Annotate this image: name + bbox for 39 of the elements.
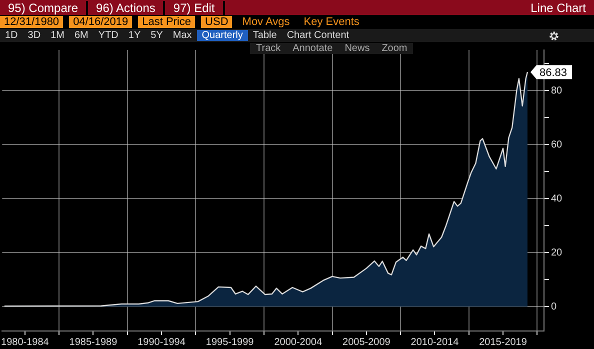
annotation: Track [255,43,282,54]
text: 97) Edit [165,0,225,14]
text: 3D [26,30,42,41]
text: Line Chart [530,0,587,14]
x-tick-label: 1985-1989 [69,336,118,348]
text: 96) Actions [88,0,166,14]
y-tick-label: 40 [551,193,563,204]
text: Quarterly [196,30,248,41]
text: Key Events [302,16,360,28]
annotation: Annotate [292,43,334,54]
x-tick-label: 2000-2004 [274,336,322,348]
text: Chart Content [286,30,350,41]
text: 95) Compare [0,0,88,14]
text: 04/16/2019 [69,16,132,28]
text: 1D [4,30,19,41]
x-tick-label: 1990-1994 [138,336,186,348]
text: 5Y [150,30,164,41]
text: USD [201,16,232,28]
text: 12/31/1980 [0,16,64,28]
x-tick-label: 2010-2014 [410,336,460,348]
x-tick-label: 2005-2009 [342,336,391,348]
y-tick-label: 60 [551,139,563,150]
x-tick-label: 1980-1984 [0,336,50,348]
text: YTD [97,30,120,41]
y-tick-label: 20 [551,247,563,258]
text: 1M [50,30,66,41]
text: 1Y [127,30,142,41]
text: 6M [74,30,90,41]
x-tick-label: 1995-1999 [206,336,254,348]
text: Mov Avgs [241,16,291,28]
y-tick-label: 80 [551,85,563,96]
y-tick-label: 0 [551,301,557,312]
x-tick-label: 2015-2019 [479,336,528,348]
data-label: 86.83 [539,67,568,80]
annotation: News [344,43,371,54]
text: Last Price [138,16,196,28]
text: Table [252,30,278,41]
text: Max [172,30,193,41]
annotation: Zoom [380,43,408,54]
